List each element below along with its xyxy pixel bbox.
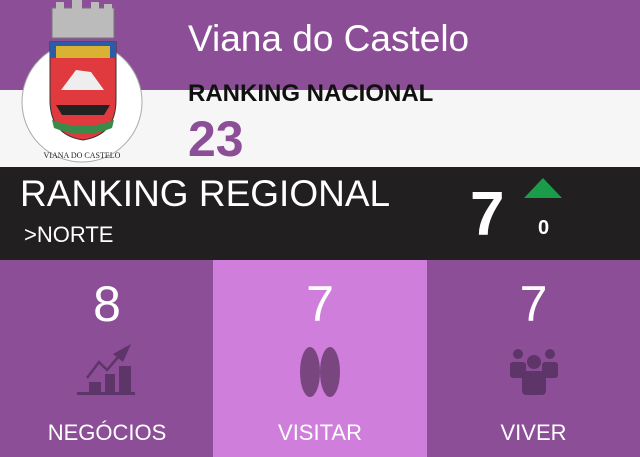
regional-ranking-label: RANKING REGIONAL [20,173,391,214]
chevron-right-icon: > [24,222,37,247]
tile-viver[interactable]: 7 VIVER [427,260,640,457]
national-ranking-label: RANKING NACIONAL [188,80,434,107]
tile-visitar[interactable]: 7 VISITAR [213,260,427,457]
flip-flops-icon [300,347,340,397]
svg-text:VIANA DO CASTELO: VIANA DO CASTELO [44,151,121,160]
regional-ranking-value: 7 [470,180,505,249]
region-link[interactable]: >NORTE [24,222,113,248]
tile-label: VIVER [500,420,567,445]
ranking-change: 0 [538,217,550,239]
national-ranking-value: 23 [188,111,244,167]
tile-value: 7 [306,276,334,332]
city-name: Viana do Castelo [188,18,470,59]
tile-value: 7 [519,276,548,332]
trend-up-icon [524,178,562,198]
tile-label: NEGÓCIOS [47,420,167,445]
tile-label: VISITAR [278,420,362,445]
people-group-icon [509,349,558,395]
tile-value: 8 [93,276,121,332]
growth-chart-icon [77,344,135,395]
tile-negocios[interactable]: 8 NEGÓCIOS [0,260,214,457]
city-coat-of-arms-logo: VIANA DO CASTELO [21,0,143,163]
region-name: NORTE [36,222,114,247]
